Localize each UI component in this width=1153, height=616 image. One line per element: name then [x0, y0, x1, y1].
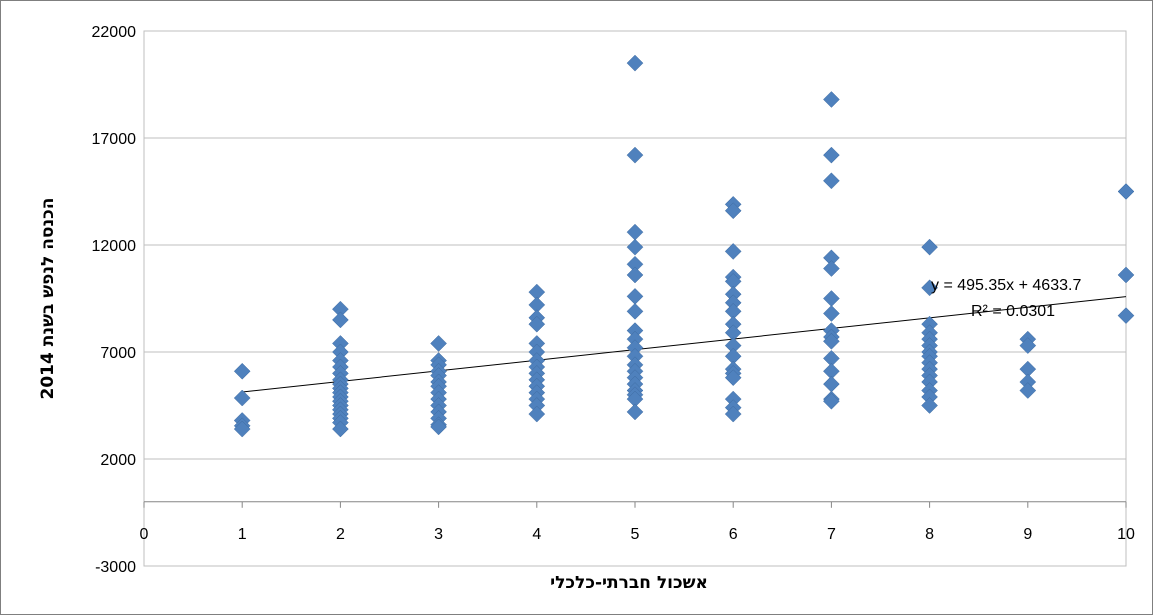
trendline-r-squared: R² = 0.0301 [971, 303, 1055, 320]
data-point [823, 332, 840, 350]
data-point [626, 54, 644, 72]
data-point [1117, 183, 1135, 200]
data-point [823, 172, 840, 190]
data-point [528, 315, 546, 333]
data-point [823, 260, 840, 277]
trendline-group [242, 296, 1127, 393]
x-tick-label: 1 [238, 526, 247, 543]
data-point [823, 392, 840, 410]
data-point [1019, 337, 1037, 354]
x-tick-label: 7 [827, 526, 836, 543]
labels: y = 495.35x + 4633.7 R² = 0.0301 אשכול ח… [38, 24, 1135, 593]
data-point [1117, 307, 1135, 324]
data-point [626, 266, 644, 284]
data-point [724, 405, 742, 423]
data-point [233, 362, 251, 380]
data-point [724, 369, 742, 387]
y-tick-label: 7000 [100, 345, 136, 362]
data-point [430, 418, 447, 436]
data-point [823, 305, 840, 322]
x-tick-label: 10 [1117, 526, 1135, 543]
data-point [724, 243, 742, 260]
data-point [233, 420, 251, 438]
data-point [332, 420, 349, 438]
y-tick-label: 12000 [92, 238, 137, 255]
y-tick-label: 22000 [92, 24, 137, 41]
data-point [1117, 266, 1135, 284]
data-point [626, 146, 644, 164]
data-point [528, 405, 546, 423]
data-point [823, 91, 840, 108]
data-point [626, 288, 644, 305]
x-tick-label: 8 [925, 526, 934, 543]
data-point [823, 146, 840, 164]
data-point [921, 279, 938, 297]
data-point [921, 238, 938, 256]
y-tick-label: 2000 [100, 452, 136, 469]
y-axis-title: הכנסה לנפש בשנת 2014 [38, 198, 58, 400]
trendline [242, 296, 1127, 393]
data-point [233, 389, 251, 407]
gridlines [143, 30, 1127, 567]
y-tick-label: -3000 [95, 559, 136, 576]
y-tick-label: 17000 [92, 131, 137, 148]
x-tick-label: 6 [729, 526, 738, 543]
data-point [626, 238, 644, 256]
x-axis-title: אשכול חברתי-כלכלי [550, 573, 708, 593]
data-point [724, 202, 742, 220]
data-point [332, 311, 349, 329]
data-point [823, 290, 840, 307]
x-tick-label: 5 [631, 526, 640, 543]
x-tick-label: 4 [532, 526, 541, 543]
data-point [626, 302, 644, 320]
data-point [626, 223, 644, 241]
axes [143, 501, 1127, 508]
x-tick-label: 9 [1023, 526, 1032, 543]
x-tick-label: 3 [434, 526, 443, 543]
data-point [921, 397, 938, 414]
data-point [430, 335, 447, 352]
x-tick-label: 0 [140, 526, 149, 543]
data-point [823, 375, 840, 393]
data-point [626, 403, 644, 421]
data-points [233, 54, 1135, 438]
data-point [1019, 382, 1037, 399]
x-tick-label: 2 [336, 526, 345, 543]
trendline-equation: y = 495.35x + 4633.7 [931, 277, 1081, 294]
